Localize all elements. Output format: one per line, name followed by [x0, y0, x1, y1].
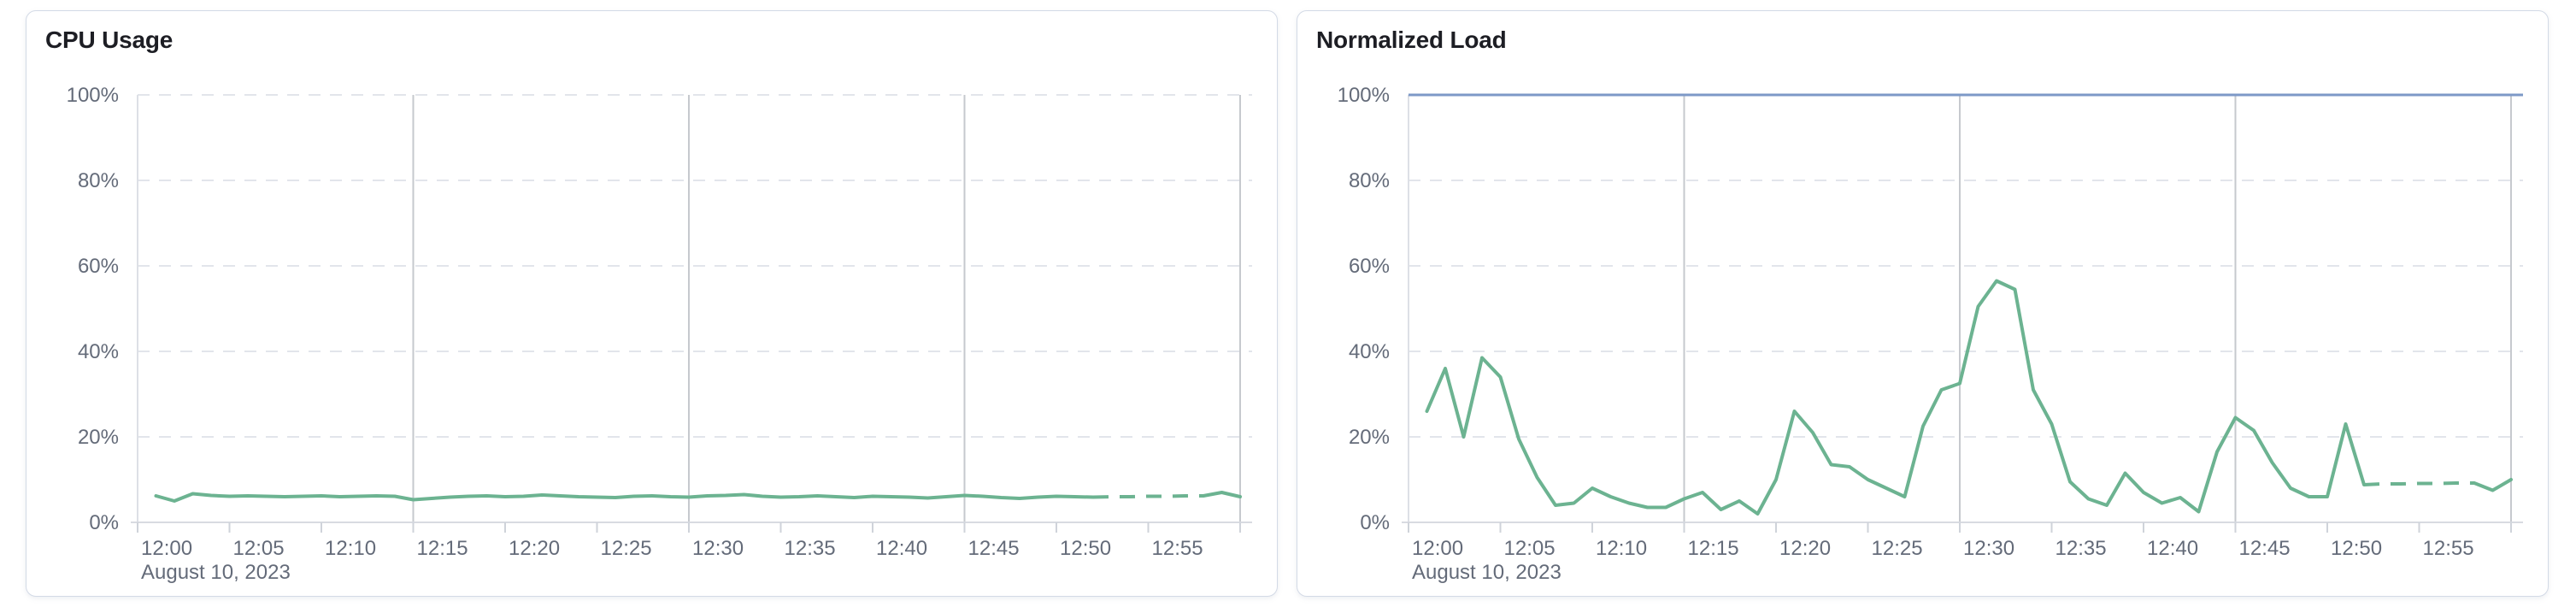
normalized-load-panel: Normalized Load 0% 20% 40% 60% 80% 100% 12:00 1… [1297, 10, 2549, 597]
y-tick-label: 40% [78, 340, 119, 363]
series-line-solid [1425, 279, 2366, 516]
series-line-dashed [1092, 494, 1203, 499]
chart-title-normalized-load: Normalized Load [1316, 27, 1507, 53]
x-tick-label: 12:40 [2147, 537, 2198, 560]
series-line-solid [1202, 491, 1242, 498]
x-tick-label: 12:55 [1152, 537, 1203, 560]
x-tick-label: 12:05 [1504, 537, 1556, 560]
x-tick-label: 12:00 [1412, 537, 1463, 560]
x-tick-label: 12:35 [785, 537, 836, 560]
y-tick-label: 100% [67, 84, 119, 107]
x-tick-label: 12:20 [1779, 537, 1831, 560]
y-tick-label: 60% [1349, 255, 1390, 278]
x-tick-label: 12:25 [601, 537, 652, 560]
x-tick-label: 12:00 [141, 537, 192, 560]
y-tick-label: 0% [89, 511, 119, 534]
y-tick-label: 40% [1349, 340, 1390, 363]
x-tick-label: 12:25 [1872, 537, 1923, 560]
x-tick-label: 12:40 [876, 537, 927, 560]
x-tick-label: 12:30 [1963, 537, 2014, 560]
series-line-dashed [2363, 481, 2474, 486]
x-tick-label: 12:50 [2331, 537, 2382, 560]
x-tick-label: 12:05 [233, 537, 285, 560]
normalized-load-chart[interactable]: 0% 20% 40% 60% 80% 100% 12:00 12:05 12:10 12:15 12… [1297, 11, 2548, 596]
y-tick-label: 60% [78, 255, 119, 278]
x-tick-label: 12:45 [2239, 537, 2291, 560]
cpu-usage-panel: CPU Usage 0% 20% 40% 60% 80% 100% 12:00 12:05 12… [26, 10, 1278, 597]
y-tick-label: 20% [78, 426, 119, 449]
x-tick-label: 12:45 [968, 537, 1020, 560]
y-tick-label: 0% [1360, 511, 1390, 534]
y-tick-label: 80% [1349, 169, 1390, 192]
x-tick-label: 12:50 [1060, 537, 1111, 560]
x-tick-label: 12:55 [2423, 537, 2474, 560]
cpu-usage-chart[interactable]: 0% 20% 40% 60% 80% 100% 12:00 12:05 12:10 12:15 12… [26, 11, 1277, 596]
chart-title-cpu-usage: CPU Usage [45, 27, 173, 53]
y-tick-label: 20% [1349, 426, 1390, 449]
x-tick-label: 12:10 [1596, 537, 1647, 560]
x-axis-date-label: August 10, 2023 [1412, 561, 1561, 584]
x-tick-label: 12:20 [509, 537, 560, 560]
x-tick-label: 12:35 [2056, 537, 2107, 560]
y-tick-label: 100% [1338, 84, 1390, 107]
x-tick-label: 12:10 [325, 537, 376, 560]
series-line-solid [2473, 478, 2513, 492]
series-line-solid [154, 492, 1095, 503]
x-tick-label: 12:15 [1688, 537, 1739, 560]
y-tick-label: 80% [78, 169, 119, 192]
x-axis-date-label: August 10, 2023 [141, 561, 291, 584]
x-tick-label: 12:30 [692, 537, 744, 560]
x-tick-label: 12:15 [417, 537, 468, 560]
